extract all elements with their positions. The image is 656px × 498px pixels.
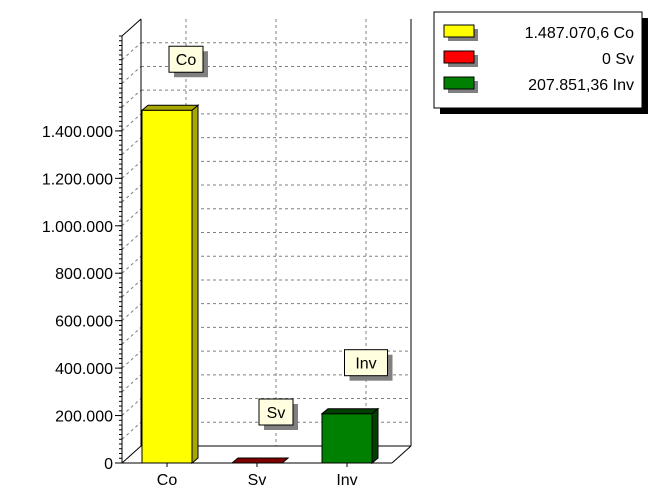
grid-line-side bbox=[121, 255, 142, 274]
bar-sv bbox=[230, 457, 290, 464]
bars bbox=[140, 104, 380, 465]
bar-side-face bbox=[191, 104, 199, 465]
x-tick-label: Inv bbox=[336, 472, 357, 489]
floor-right-edge bbox=[391, 445, 412, 464]
grid-line-side bbox=[121, 42, 142, 61]
grid-line-side bbox=[121, 398, 142, 416]
bar-top-face bbox=[230, 457, 290, 464]
grid-line-side bbox=[121, 66, 142, 84]
data-label-text: Co bbox=[176, 52, 197, 69]
grid-line-side bbox=[121, 327, 142, 345]
bar-side-face bbox=[371, 407, 379, 465]
legend-swatch bbox=[443, 24, 475, 38]
legend-label: 1.487.070,6 Co bbox=[525, 25, 635, 42]
legend-entry: 207.851,36 Inv bbox=[443, 76, 634, 94]
data-label-text: Inv bbox=[355, 356, 376, 373]
bar-top-face bbox=[140, 104, 200, 111]
grid-line-side bbox=[121, 350, 142, 369]
legend-label: 207.851,36 Inv bbox=[528, 77, 634, 94]
data-label-inv: Inv bbox=[344, 349, 393, 381]
bar-inv bbox=[320, 407, 380, 465]
data-label-box bbox=[258, 398, 294, 426]
grid-line-side bbox=[121, 303, 142, 322]
y-tick-label: 600.000 bbox=[55, 314, 113, 331]
grid-line-side bbox=[121, 184, 142, 203]
grid-line-side bbox=[121, 89, 142, 108]
grid-line-side bbox=[121, 160, 142, 179]
bar-front-face bbox=[321, 413, 373, 464]
left-wall-bottom-edge bbox=[121, 445, 142, 464]
grid-line-side bbox=[121, 208, 142, 227]
data-label-text: Sv bbox=[267, 405, 286, 422]
bar-top-face bbox=[320, 408, 380, 415]
data-label-box bbox=[168, 45, 204, 73]
data-label-sv: Sv bbox=[258, 398, 298, 430]
y-tick-label: 0 bbox=[104, 456, 113, 473]
data-labels: Co Sv Inv bbox=[168, 45, 393, 430]
y-tick-label: 1.400.000 bbox=[42, 124, 113, 141]
y-tick-label: 800.000 bbox=[55, 266, 113, 283]
left-wall-top-edge bbox=[121, 18, 142, 37]
grid-line-side bbox=[121, 374, 142, 393]
legend: 1.487.070,6 Co 0 Sv 207.851,36 Inv bbox=[433, 11, 648, 114]
y-tick-label: 1.200.000 bbox=[42, 171, 113, 188]
bar-front-face bbox=[141, 109, 193, 464]
x-axis: Co Sv Inv bbox=[157, 463, 358, 489]
legend-entry: 1.487.070,6 Co bbox=[443, 24, 635, 42]
grid-line-side bbox=[121, 232, 142, 250]
y-tick-label: 1.000.000 bbox=[42, 219, 113, 236]
x-tick-label: Co bbox=[157, 472, 178, 489]
x-tick-label: Sv bbox=[248, 472, 267, 489]
y-tick-label: 400.000 bbox=[55, 361, 113, 378]
grid-line-side bbox=[121, 279, 142, 298]
y-tick-label: 200.000 bbox=[55, 409, 113, 426]
legend-label: 0 Sv bbox=[602, 51, 634, 68]
bar-co bbox=[140, 104, 200, 465]
data-label-box bbox=[344, 349, 388, 377]
legend-swatch bbox=[443, 76, 475, 90]
legend-swatch bbox=[443, 50, 475, 64]
y-axis: 0 200.000 400.000 600.000 800.000 1.000.000 1.… bbox=[42, 35, 122, 473]
grid-line-side bbox=[121, 113, 142, 132]
legend-entry: 0 Sv bbox=[443, 50, 634, 68]
grid-line-side bbox=[121, 137, 142, 155]
data-label-co: Co bbox=[168, 45, 208, 78]
grid-line-side bbox=[121, 421, 142, 440]
